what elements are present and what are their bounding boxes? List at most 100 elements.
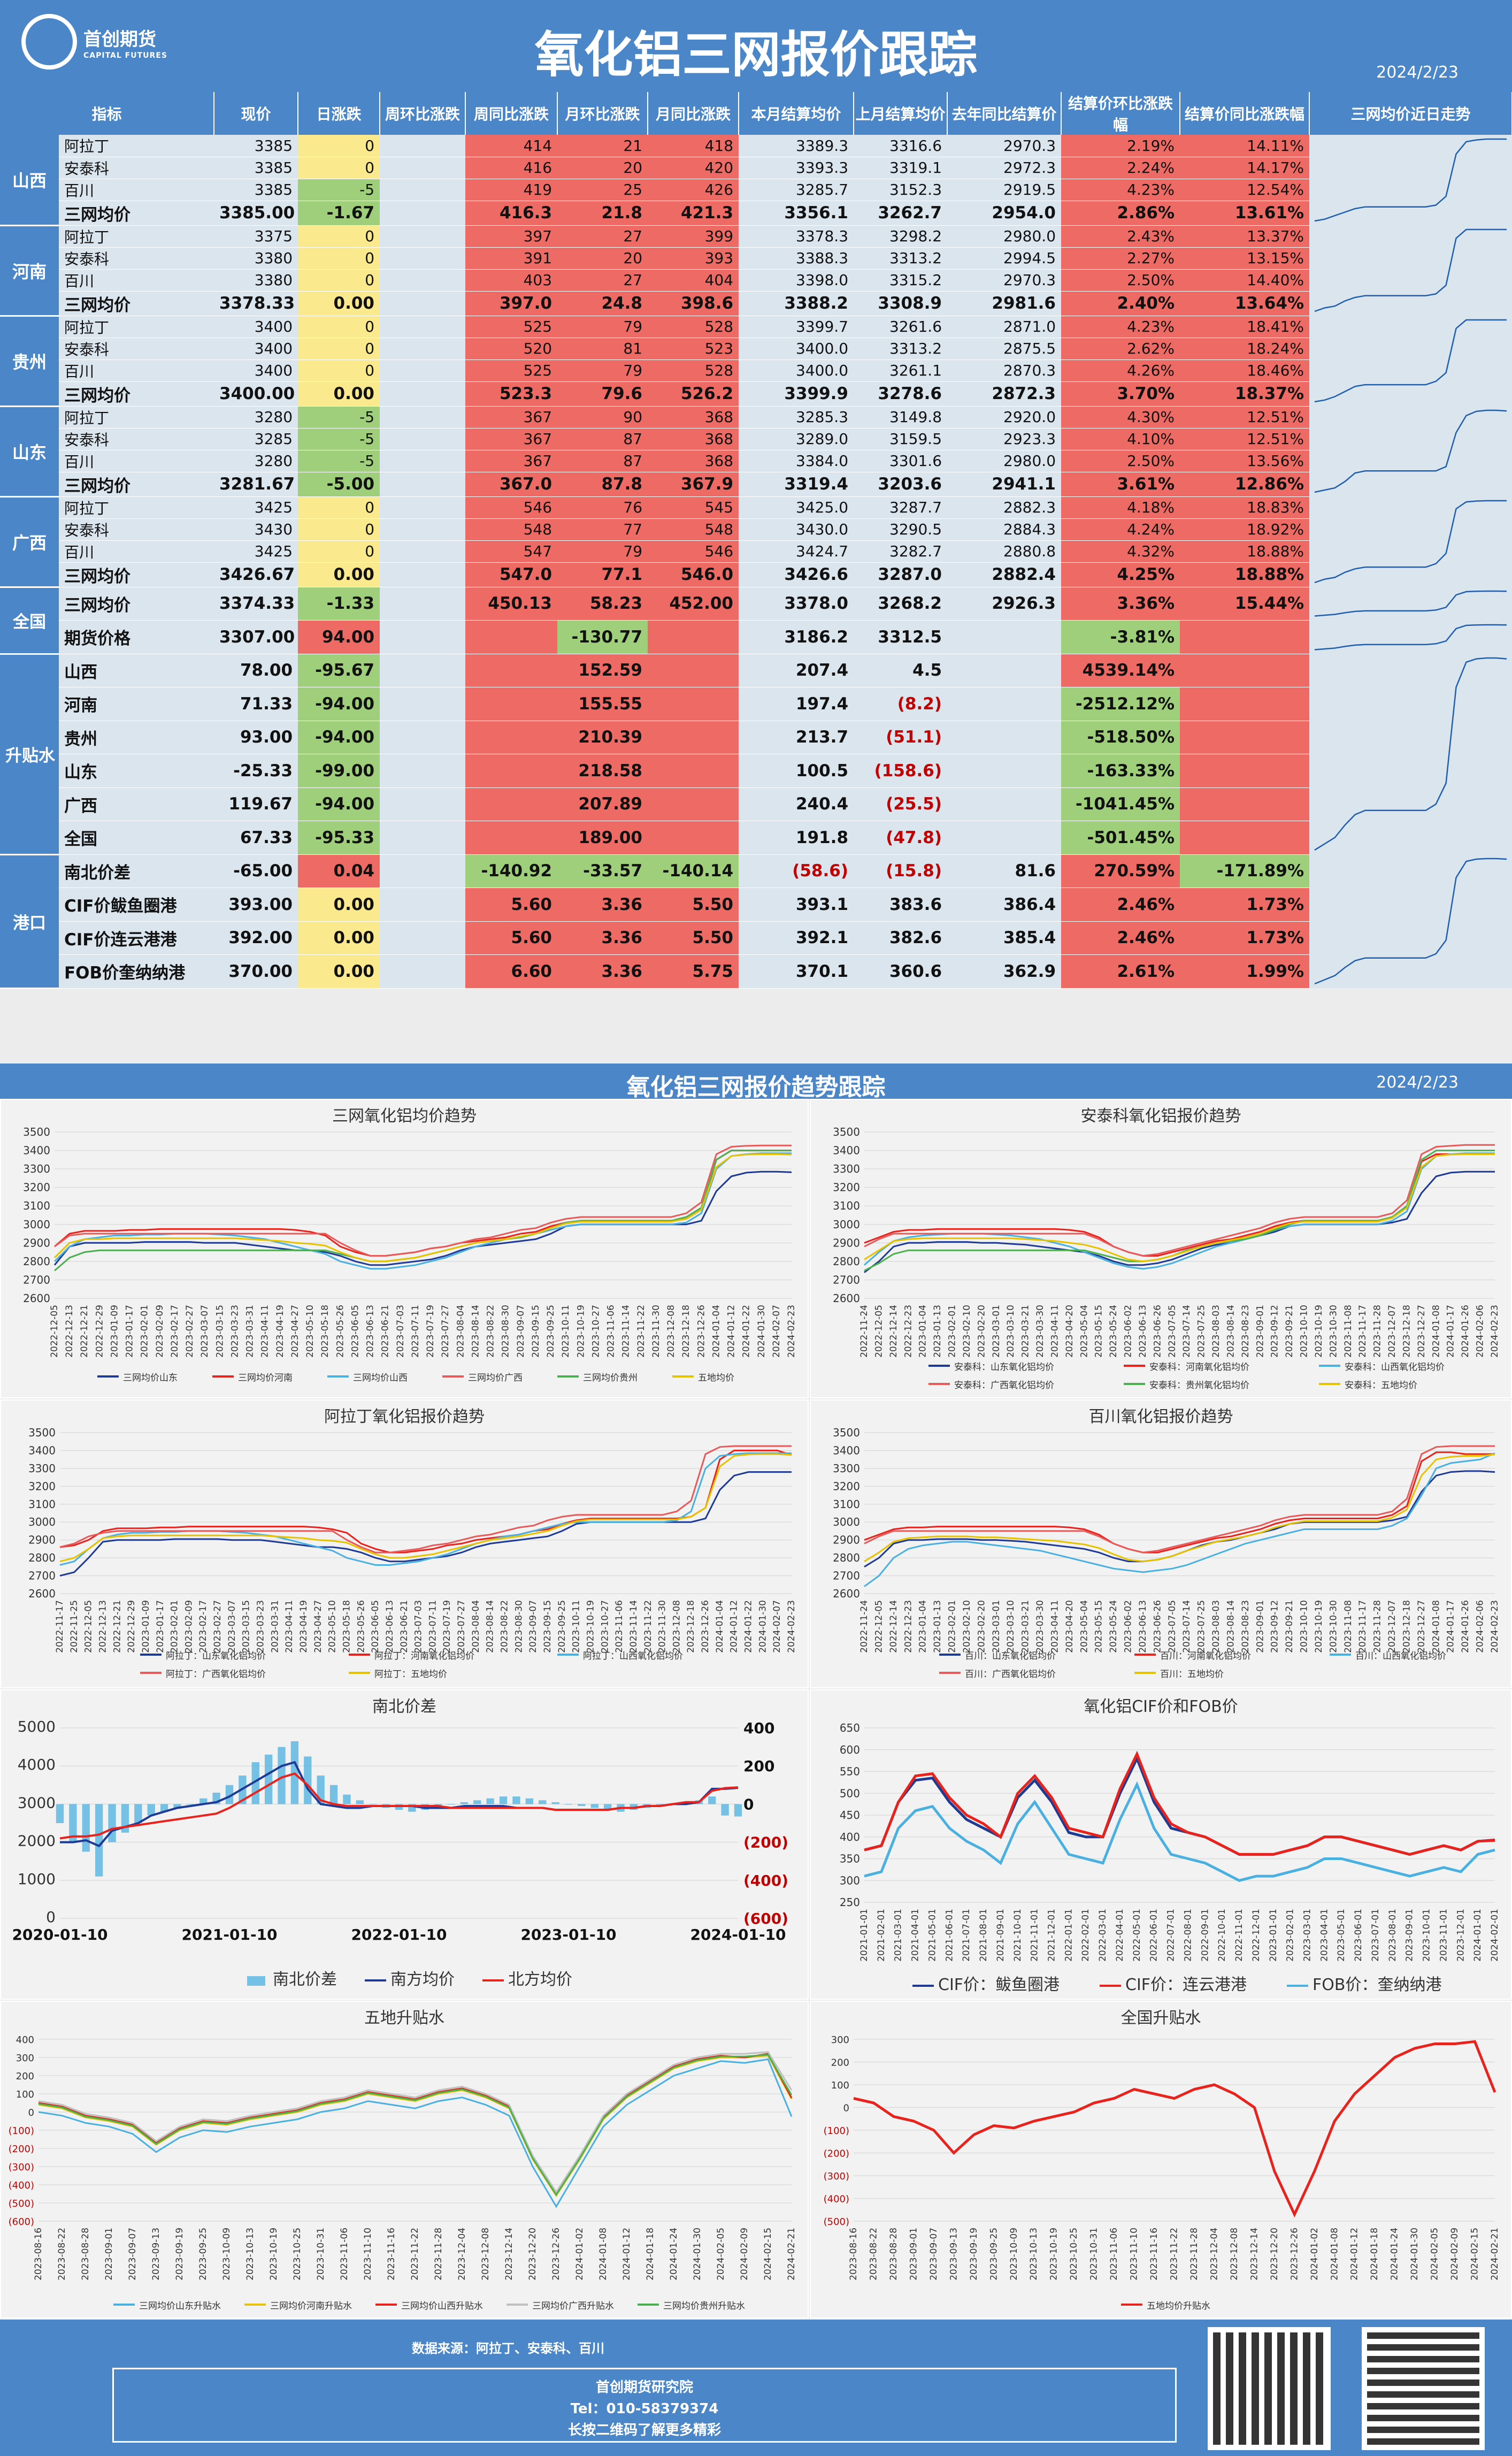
series-line	[864, 1453, 1495, 1563]
x-tick-label: 2024-02-23	[1490, 1600, 1500, 1653]
x-tick-label: 2022-04-01	[1115, 1909, 1125, 1962]
y-tick-label: 3500	[833, 1126, 860, 1138]
table-cell: 393.00	[214, 887, 298, 922]
x-tick-label: 2023-04-27	[290, 1305, 301, 1358]
row-label: CIF价连云港港	[59, 921, 214, 955]
table-cell: 360.6	[854, 954, 948, 989]
x-tick-label: 2024-02-15	[763, 2228, 773, 2281]
table-cell: 4.5	[854, 654, 948, 687]
table-cell: 0	[298, 496, 380, 519]
series-line	[864, 1470, 1495, 1568]
table-cell	[380, 157, 466, 179]
x-tick-label: 2023-10-19	[585, 1600, 596, 1653]
table-cell: 3285.7	[739, 179, 854, 201]
x-tick-label: 2023-07-27	[456, 1600, 467, 1653]
y-tick-label: 3300	[833, 1462, 860, 1475]
table-cell: -95.67	[298, 654, 380, 687]
table-cell: 525	[465, 316, 558, 338]
row-label: 山西	[59, 654, 214, 687]
table-cell: 4.23%	[1061, 179, 1180, 201]
y-tick-label: 3500	[28, 1426, 56, 1439]
table-row: 百川 3400 0 525 79 528 3400.0 3261.1 2870.3 4.26% 18…	[0, 359, 1512, 382]
x-tick-label: 2023-09-25	[546, 1305, 556, 1358]
x-tick-label: 2023-10-31	[316, 2228, 326, 2281]
sparkline-cell	[1309, 135, 1512, 157]
column-header: 月环比涨跌	[557, 92, 649, 135]
x-tick-label: 2023-09-15	[542, 1600, 553, 1653]
table-cell: 0.04	[298, 854, 380, 888]
x-tick-label: 2023-10-01	[1422, 1909, 1432, 1962]
x-tick-label: 2023-05-15	[1094, 1600, 1104, 1653]
table-row: 河南 阿拉丁 3375 0 397 27 399 3378.3 3298.2 2980.0 2.43…	[0, 225, 1512, 317]
x-tick-label: 2023-09-25	[988, 2228, 999, 2281]
x-tick-label: 2023-02-01	[947, 1600, 958, 1653]
y-tick-label: 3100	[833, 1199, 860, 1212]
x-tick-label: 2022-10-01	[1217, 1909, 1227, 1962]
table-cell	[380, 687, 466, 721]
table-cell: 24.8	[557, 291, 648, 316]
table-cell: 18.46%	[1180, 359, 1310, 382]
x-tick-label: 2023-03-31	[270, 1600, 280, 1653]
table-cell	[380, 620, 466, 654]
y-tick-label: 650	[840, 1722, 860, 1734]
bar-mark	[82, 1804, 90, 1852]
y-tick-label: 1000	[18, 1870, 56, 1888]
x-tick-label: 2020-01-10	[12, 1926, 108, 1944]
x-tick-label: 2023-08-14	[1225, 1600, 1236, 1653]
table-cell: (58.6)	[739, 854, 854, 888]
series-line	[59, 1453, 792, 1563]
table-cell: 0	[298, 135, 380, 157]
x-tick-label: 2023-09-01	[104, 2228, 114, 2281]
table-cell	[1180, 787, 1310, 821]
x-tick-label: 2022-12-01	[1251, 1909, 1262, 1962]
table-cell: 4.32%	[1061, 540, 1180, 563]
x-tick-label: 2023-11-22	[1169, 2228, 1180, 2281]
table-cell	[380, 269, 466, 292]
qr-code-icon[interactable]	[1362, 2327, 1485, 2450]
x-tick-label: 2021-06-01	[944, 1909, 955, 1962]
row-label: 安泰科	[59, 518, 214, 541]
table-cell: 3385	[214, 179, 298, 201]
table-cell: 3280	[214, 406, 298, 429]
table-cell: 3374.33	[214, 587, 298, 621]
bar-mark	[551, 1802, 559, 1804]
x-tick-label: 2024-02-05	[1430, 2228, 1440, 2281]
table-cell	[380, 821, 466, 855]
table-cell	[1180, 654, 1310, 687]
qr-code-icon[interactable]	[1208, 2327, 1331, 2450]
x-tick-label: 2024-01-10	[690, 1926, 786, 1944]
table-cell: 368	[648, 406, 739, 429]
x-tick-label: 2023-07-11	[427, 1600, 438, 1653]
table-cell: 3316.6	[854, 135, 948, 157]
bar-mark	[578, 1804, 586, 1806]
x-tick-label: 2023-10-09	[221, 2228, 232, 2281]
bar-mark	[525, 1798, 534, 1804]
table-cell: 81.6	[947, 854, 1062, 888]
series-line	[38, 2054, 793, 2197]
table-cell: 189.00	[557, 821, 648, 855]
x-tick-label: 2023-11-08	[1343, 1600, 1354, 1653]
x-tick-label: 2024-01-08	[1431, 1305, 1441, 1358]
table-cell: 383.6	[854, 887, 948, 922]
table-row: 山东 -25.33 -99.00 218.58 100.5 (158.6) -163.33%	[0, 754, 1512, 788]
column-header: 结算价同比涨跌幅	[1180, 92, 1310, 135]
sparkline-cell	[1309, 620, 1512, 654]
x-tick-label: 2023-11-08	[1343, 1305, 1354, 1358]
x-tick-label: 2023-10-30	[1328, 1305, 1339, 1358]
x-tick-label: 2024-02-07	[771, 1305, 782, 1358]
series-line	[53, 1152, 792, 1270]
x-tick-label: 2023-12-14	[1249, 2228, 1260, 2281]
x-tick-label: 2024-01-30	[1409, 2228, 1420, 2281]
x-tick-label: 2024-01-02	[1309, 2228, 1320, 2281]
chart-svg: 阿拉丁氧化铝报价趋势 2600 2700 2800 2900 3000 3100 3200 33…	[28, 1407, 797, 1680]
x-tick-label: 2023-10-13	[245, 2228, 256, 2281]
y-tick-label: 200	[16, 2071, 34, 2082]
table-cell	[380, 496, 466, 519]
x-tick-label: 2024-01-08	[1329, 2228, 1340, 2281]
row-label: 阿拉丁	[59, 496, 214, 519]
x-tick-label: 2023-06-13	[1138, 1305, 1148, 1358]
y-tick-label: 3100	[23, 1199, 50, 1212]
table-cell	[648, 654, 739, 687]
series-line	[54, 1150, 792, 1272]
